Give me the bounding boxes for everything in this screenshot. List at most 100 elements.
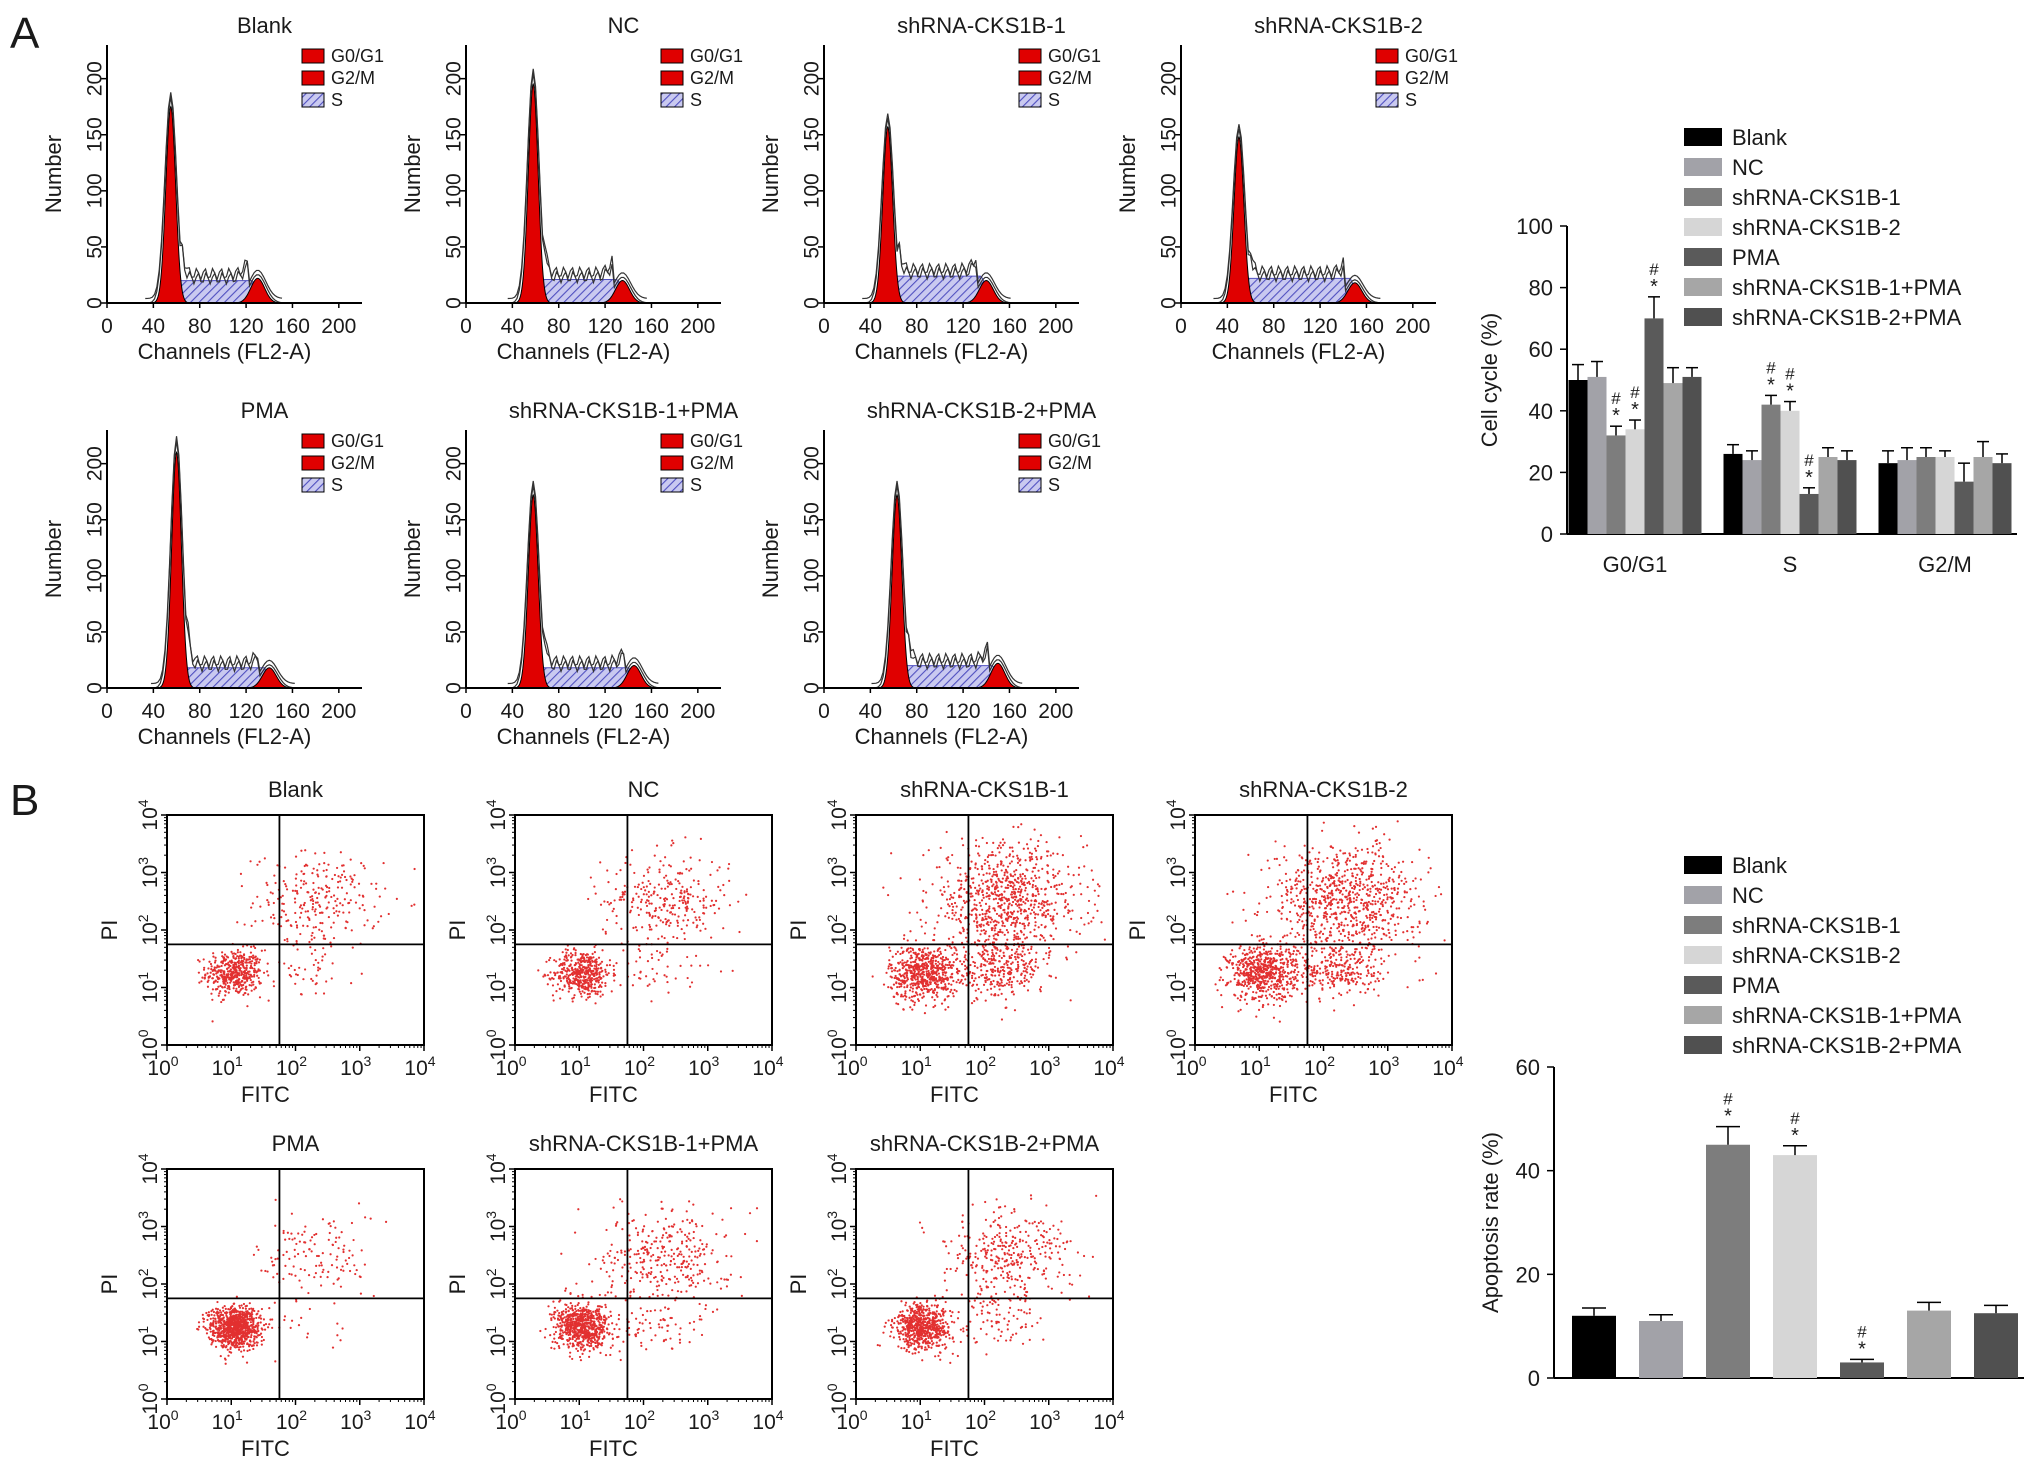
event-dot [208, 975, 212, 978]
event-dot [984, 980, 987, 984]
event-dot [973, 979, 976, 982]
event-dot [1049, 934, 1052, 937]
y-tick-label: 0 [801, 297, 824, 309]
event-dot [927, 954, 930, 957]
event-dot [638, 949, 642, 953]
event-dot [1070, 917, 1073, 920]
event-dot [1308, 860, 1311, 863]
event-dot [1356, 849, 1359, 852]
event-dot [311, 979, 314, 982]
event-dot [996, 980, 999, 983]
event-dot [1348, 938, 1351, 942]
event-dot [240, 884, 243, 888]
event-dot [300, 849, 303, 852]
event-dot [1008, 854, 1011, 858]
event-dot [947, 916, 950, 919]
tick-base: 10 [752, 1057, 775, 1080]
event-dot [933, 933, 936, 936]
event-dot [647, 879, 650, 883]
event-dot [214, 969, 217, 972]
event-dot [1034, 921, 1037, 924]
event-dot [1005, 918, 1009, 921]
event-dot [256, 863, 259, 866]
legend-swatch [1375, 92, 1399, 108]
event-dot [923, 966, 926, 970]
event-dot [1047, 946, 1051, 950]
event-dot [1278, 1020, 1281, 1023]
dot-plot-title: shRNA-CKS1B-1 [900, 777, 1069, 802]
legend-label: G2/M [331, 453, 375, 473]
event-dot [704, 927, 707, 930]
event-dot [210, 968, 213, 971]
event-dot [671, 904, 674, 907]
event-dot [964, 936, 968, 939]
event-dot [1010, 860, 1013, 863]
event-dot [985, 969, 988, 973]
event-dot [1248, 948, 1251, 951]
event-dot [568, 987, 571, 990]
event-dot [1022, 946, 1025, 950]
event-dot [969, 895, 973, 898]
event-dot [1011, 885, 1015, 889]
event-dot [690, 867, 693, 870]
event-dot [624, 861, 627, 865]
event-dot [294, 920, 298, 924]
event-dot [1075, 930, 1078, 933]
event-dot [1244, 993, 1247, 997]
event-dot [999, 949, 1002, 953]
event-dot [335, 866, 339, 870]
event-dot [230, 970, 233, 973]
event-dot [1053, 884, 1056, 887]
event-dot [1379, 862, 1383, 865]
event-dot [1035, 863, 1038, 866]
event-dot [599, 995, 602, 998]
event-dot [326, 906, 329, 909]
event-dot [986, 895, 990, 898]
event-dot [1276, 952, 1279, 955]
event-dot [263, 949, 267, 952]
event-dot [986, 885, 989, 888]
event-dot [258, 860, 261, 863]
event-dot [1237, 983, 1240, 986]
event-dot [312, 899, 315, 903]
event-dot [336, 886, 340, 889]
event-dot [669, 881, 672, 884]
event-dot [687, 897, 690, 900]
event-dot [1057, 892, 1060, 896]
event-dot [925, 980, 928, 983]
event-dot [581, 982, 585, 986]
event-dot [234, 989, 238, 993]
g0g1-peak [516, 82, 550, 304]
event-dot [1319, 930, 1322, 933]
event-dot [619, 869, 622, 872]
event-dot [982, 924, 985, 927]
x-tick-label: 0 [460, 700, 472, 723]
event-dot [1265, 910, 1269, 914]
event-dot [1043, 939, 1047, 942]
event-dot [918, 965, 921, 968]
event-dot [256, 895, 259, 898]
event-dot [912, 951, 915, 954]
event-dot [1002, 909, 1005, 912]
event-dot [965, 972, 968, 975]
event-dot [931, 883, 934, 886]
event-dot [1262, 990, 1265, 993]
event-dot [1003, 841, 1006, 844]
event-dot [944, 948, 947, 952]
event-dot [962, 930, 965, 933]
tick-exponent: 4 [483, 799, 499, 807]
event-dot [239, 951, 242, 954]
event-dot [384, 887, 387, 890]
event-dot [559, 963, 562, 967]
event-dot [316, 901, 319, 904]
event-dot [1269, 965, 1272, 969]
event-dot [1028, 951, 1031, 955]
event-dot [990, 878, 993, 882]
event-dot [345, 920, 348, 923]
event-dot [738, 930, 741, 934]
event-dot [1035, 856, 1038, 859]
event-dot [1258, 999, 1261, 1003]
event-dot [1356, 873, 1359, 876]
event-dot [587, 996, 590, 999]
